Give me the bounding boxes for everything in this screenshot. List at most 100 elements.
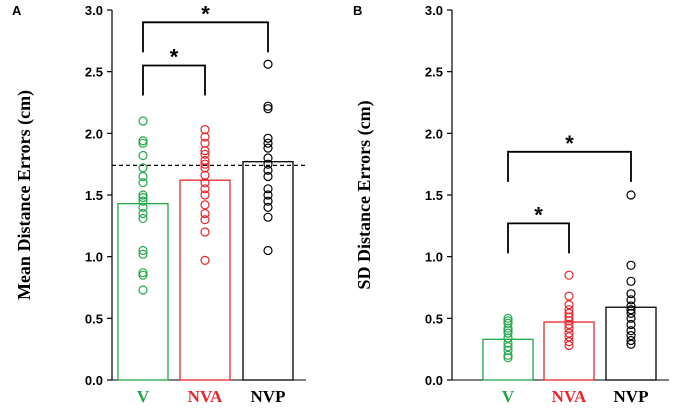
data-point-v bbox=[138, 249, 148, 259]
data-point-nvp bbox=[263, 245, 273, 256]
significance-star: * bbox=[201, 1, 210, 26]
data-point-v bbox=[503, 345, 513, 355]
data-point-nvp bbox=[263, 184, 273, 194]
data-point-v bbox=[138, 150, 148, 161]
data-point-v bbox=[138, 163, 148, 173]
data-point-v bbox=[503, 313, 513, 323]
data-point-nva bbox=[200, 184, 210, 194]
data-point-v bbox=[138, 116, 148, 126]
data-point-nvp bbox=[626, 190, 636, 200]
panel-letter: B bbox=[353, 3, 362, 18]
data-point-nvp bbox=[626, 305, 636, 315]
data-point-nvp bbox=[263, 153, 273, 163]
category-label-nva: NVA bbox=[188, 387, 223, 406]
data-point-nva bbox=[564, 332, 574, 342]
data-point-nva bbox=[564, 337, 574, 347]
data-point-nvp bbox=[263, 143, 273, 153]
data-point-nva bbox=[200, 190, 210, 200]
y-tick-label: 3.0 bbox=[85, 3, 103, 18]
data-point-v bbox=[138, 138, 148, 148]
data-point-v bbox=[138, 171, 148, 182]
data-point-v bbox=[138, 245, 148, 256]
data-point-nvp bbox=[263, 202, 273, 212]
data-point-v bbox=[138, 270, 148, 280]
y-tick-label: 0.5 bbox=[425, 311, 443, 326]
data-point-v bbox=[503, 353, 513, 363]
data-point-nva bbox=[564, 291, 574, 301]
data-point-nvp bbox=[263, 196, 273, 206]
y-tick-label: 1.5 bbox=[425, 188, 443, 203]
data-point-nva bbox=[200, 215, 210, 225]
data-point-nva bbox=[200, 178, 210, 188]
data-point-nva bbox=[564, 328, 574, 338]
data-point-nvp bbox=[263, 171, 273, 182]
significance-star: * bbox=[534, 202, 543, 227]
data-point-nva bbox=[200, 159, 210, 169]
data-point-nva bbox=[564, 305, 574, 315]
data-point-nvp bbox=[626, 260, 636, 270]
data-point-nvp bbox=[626, 308, 636, 318]
data-point-nvp bbox=[263, 159, 273, 169]
data-point-nvp bbox=[263, 104, 273, 114]
significance-bracket bbox=[507, 150, 632, 182]
bar-nvp bbox=[605, 306, 657, 381]
category-label-v: V bbox=[137, 387, 150, 406]
y-axis-title: Mean Distance Errors (cm) bbox=[14, 90, 35, 300]
bar-nva bbox=[543, 321, 595, 381]
data-point-nva bbox=[564, 300, 574, 310]
data-point-nvp bbox=[263, 212, 273, 222]
bar-nva bbox=[179, 179, 231, 381]
panel-b: B 0.0 0.5 1.0 1.5 2.0 2.5 3.0 SD Distance Errors… bbox=[353, 3, 669, 406]
y-tick-label: 3.0 bbox=[425, 3, 443, 18]
data-point-v bbox=[503, 333, 513, 343]
data-point-nva bbox=[200, 227, 210, 237]
data-point-v bbox=[138, 202, 148, 212]
y-tick-label: 1.0 bbox=[425, 250, 443, 265]
data-point-nva bbox=[564, 319, 574, 330]
significance-bracket bbox=[507, 222, 570, 254]
y-tick-label: 1.5 bbox=[85, 188, 103, 203]
data-point-v bbox=[138, 192, 148, 203]
data-point-v bbox=[503, 323, 513, 333]
data-point-v bbox=[503, 338, 513, 348]
panel-a: A 0.0 0.5 1.0 1.5 2.0 2.5 3.0 Mean Distance Erro… bbox=[12, 1, 308, 406]
data-point-nvp bbox=[626, 335, 636, 346]
category-label-v: V bbox=[502, 387, 515, 406]
data-point-v bbox=[503, 342, 513, 352]
data-point-nva bbox=[200, 163, 210, 173]
data-point-nva bbox=[564, 270, 574, 280]
data-point-nva bbox=[200, 132, 210, 142]
data-point-nvp bbox=[626, 339, 636, 349]
y-tick-label: 1.0 bbox=[85, 250, 103, 265]
y-tick-label: 0.5 bbox=[85, 311, 103, 326]
data-point-nvp bbox=[263, 165, 273, 175]
category-label-nva: NVA bbox=[552, 387, 587, 406]
data-point-nvp bbox=[626, 301, 636, 311]
data-point-v bbox=[503, 328, 513, 338]
data-point-nva bbox=[564, 323, 574, 333]
y-tick-label: 2.0 bbox=[425, 126, 443, 141]
data-point-nva bbox=[564, 340, 574, 351]
data-point-nvp bbox=[626, 313, 636, 323]
data-point-nvp bbox=[263, 101, 273, 111]
data-point-v bbox=[138, 178, 148, 188]
y-tick-label: 2.0 bbox=[85, 126, 103, 141]
bar-v bbox=[117, 202, 169, 381]
category-label-nvp: NVP bbox=[614, 387, 649, 406]
data-point-v bbox=[138, 208, 148, 219]
y-tick-label: 0.0 bbox=[85, 373, 103, 388]
data-point-nvp bbox=[263, 133, 273, 143]
data-point-nvp bbox=[626, 326, 636, 336]
data-point-nva bbox=[200, 138, 210, 148]
data-point-nva bbox=[564, 308, 574, 318]
bar-nvp bbox=[242, 161, 294, 381]
data-point-v bbox=[503, 350, 513, 360]
data-point-v bbox=[138, 190, 148, 200]
data-point-nvp bbox=[263, 138, 273, 148]
data-point-nva bbox=[200, 208, 210, 219]
panel-letter: A bbox=[12, 3, 22, 18]
data-point-nvp bbox=[626, 319, 636, 330]
significance-bracket bbox=[142, 21, 269, 53]
data-point-v bbox=[138, 136, 148, 146]
